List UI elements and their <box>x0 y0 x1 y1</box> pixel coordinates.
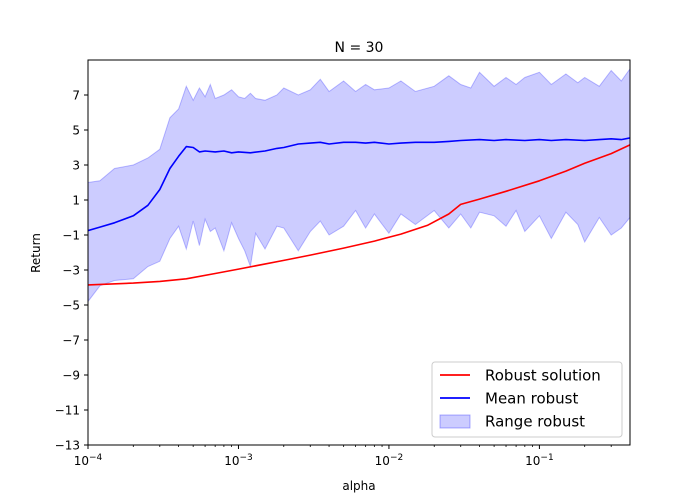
y-tick-label: −11 <box>55 404 80 418</box>
x-axis-label: alpha <box>342 479 375 493</box>
plot-frame <box>87 59 631 446</box>
y-tick-label: 7 <box>72 89 80 103</box>
x-tick-label: 10−4 <box>74 453 103 468</box>
plot-area <box>87 59 631 446</box>
series-band-range-robust <box>88 67 630 303</box>
y-tick-label: 5 <box>72 124 80 138</box>
y-axis: 7 5 3 1 −1 −3 −5 −7 −9 −11 −13 <box>55 89 88 453</box>
y-tick-label: −7 <box>62 334 80 348</box>
x-tick-label: 10−3 <box>224 453 253 468</box>
y-tick-label: −13 <box>55 439 80 453</box>
series-line-mean-robust <box>88 137 630 232</box>
y-tick-label: −5 <box>62 299 80 313</box>
y-tick-label: −9 <box>62 369 80 383</box>
series-line-robust-solution <box>88 144 630 286</box>
y-tick-label: 3 <box>72 159 80 173</box>
legend-label: Mean robust <box>485 390 578 408</box>
chart-title: N = 30 <box>335 40 384 56</box>
y-tick-label: −1 <box>62 229 80 243</box>
x-axis: 10−4 10−3 10−2 10−1 <box>74 445 612 468</box>
legend: Robust solution Mean robust Range robust <box>431 361 623 438</box>
x-tick-label: 10−1 <box>525 453 554 468</box>
y-tick-label: 1 <box>72 194 80 208</box>
y-axis-label: Return <box>29 233 43 273</box>
x-tick-label: 10−2 <box>375 453 404 468</box>
legend-swatch <box>439 414 471 429</box>
y-tick-label: −3 <box>62 264 80 278</box>
legend-box <box>431 361 623 438</box>
legend-label: Range robust <box>485 413 585 431</box>
legend-label: Robust solution <box>485 367 601 385</box>
